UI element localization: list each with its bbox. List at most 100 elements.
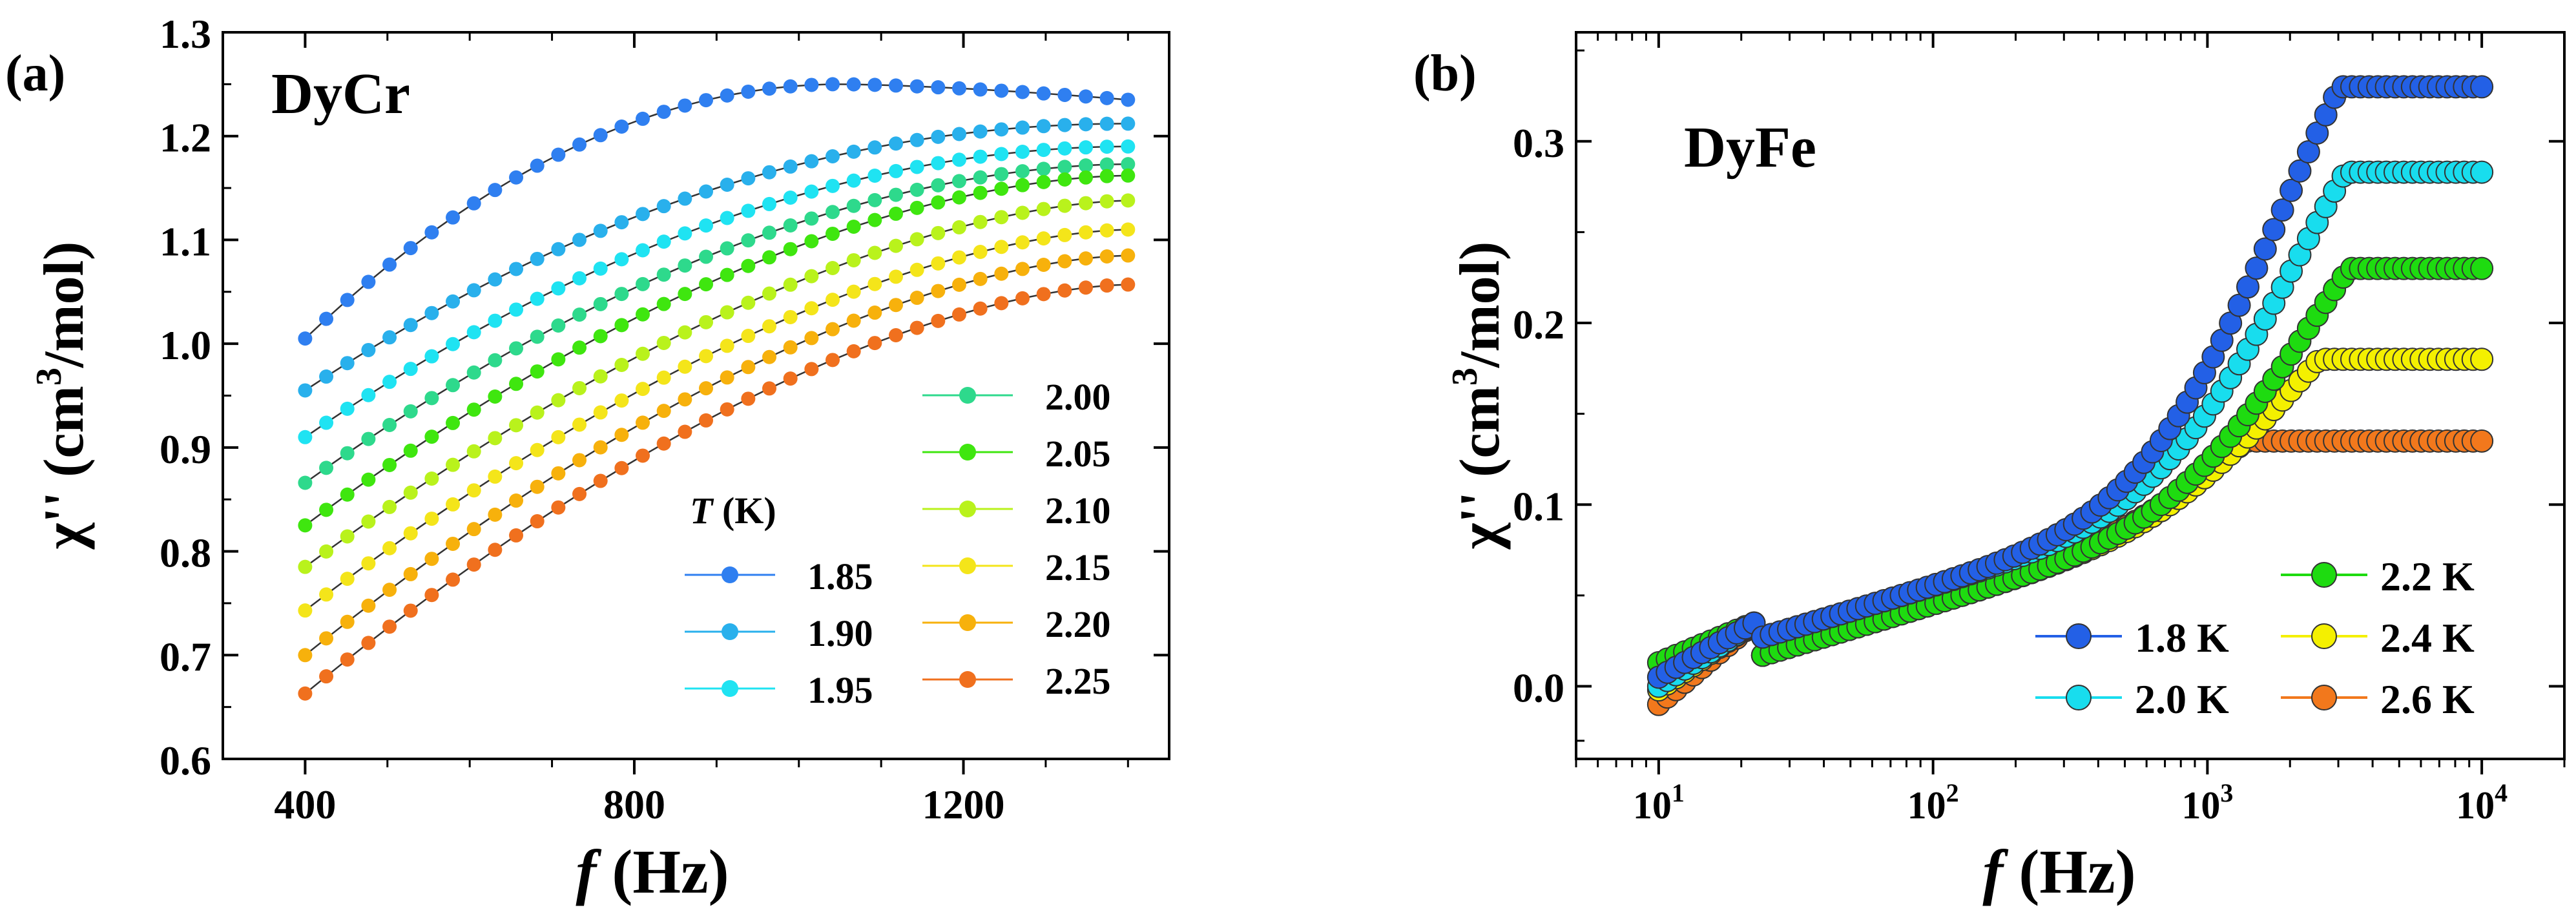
data-point	[1036, 257, 1051, 272]
data-point	[488, 431, 503, 446]
data-point	[678, 359, 692, 374]
data-point	[973, 301, 988, 316]
data-point	[909, 291, 924, 306]
data-point	[888, 187, 903, 202]
panel-a: (a) DyCr 0.6 0.7 0.8 0.9 1.0 1.1 1.2 1.3 400 800…	[5, 11, 1170, 906]
data-point	[656, 267, 671, 282]
data-point	[826, 178, 840, 193]
data-point	[826, 205, 840, 220]
data-point	[614, 357, 629, 372]
series-2.0 K	[1646, 160, 2494, 698]
data-point	[488, 507, 503, 522]
data-point	[593, 440, 608, 455]
data-point	[466, 365, 481, 380]
data-point	[804, 154, 819, 169]
data-point	[783, 309, 798, 324]
data-point	[340, 652, 355, 667]
data-point	[361, 275, 376, 289]
data-point	[867, 168, 882, 183]
legend-label: 1.90	[807, 612, 873, 654]
data-point	[466, 325, 481, 340]
data-point	[994, 240, 1009, 254]
data-point	[931, 178, 946, 192]
data-point	[466, 557, 481, 572]
data-point	[551, 242, 566, 256]
data-point	[1078, 280, 1093, 295]
data-point	[424, 225, 439, 240]
data-point	[931, 156, 946, 171]
data-point	[403, 603, 418, 618]
data-point	[509, 528, 524, 543]
data-point	[909, 232, 924, 247]
data-point	[2296, 140, 2320, 164]
data-point	[2236, 275, 2259, 299]
y-tick-label: 0.9	[160, 426, 211, 472]
data-point	[951, 152, 966, 167]
data-point	[2470, 256, 2494, 280]
data-point	[888, 298, 903, 313]
data-point	[1036, 86, 1051, 101]
data-point	[1015, 120, 1030, 135]
data-point	[826, 293, 840, 307]
data-point	[994, 266, 1009, 281]
data-point	[319, 587, 334, 602]
panel-a-y-axis: 0.6 0.7 0.8 0.9 1.0 1.1 1.2 1.3	[160, 11, 1169, 783]
series-line	[304, 145, 1128, 438]
data-point	[509, 302, 524, 317]
data-point	[530, 158, 545, 173]
data-point	[867, 140, 882, 155]
data-point	[593, 296, 608, 311]
data-point	[382, 619, 397, 634]
data-point	[804, 211, 819, 226]
data-point	[424, 349, 439, 364]
panel-b: (b) DyFe 0.0 0.1 0.2 0.3 101 102 103 104 1.8 K…	[1413, 31, 2566, 906]
data-point	[2470, 429, 2494, 453]
data-point	[361, 636, 376, 650]
data-point	[488, 353, 503, 368]
series-1.85	[298, 77, 1136, 346]
y-tick-label: 0.6	[160, 738, 211, 783]
data-point	[783, 159, 798, 174]
data-point	[762, 196, 777, 211]
data-point	[826, 322, 840, 337]
data-point	[530, 514, 545, 529]
x-tick-label: 101	[1633, 778, 1685, 827]
data-point	[1078, 89, 1093, 104]
data-point	[804, 269, 819, 284]
series-2.10	[298, 193, 1136, 574]
data-point	[1121, 248, 1136, 263]
data-point	[762, 250, 777, 265]
data-point	[1121, 116, 1136, 131]
data-point	[762, 225, 777, 240]
data-point	[720, 211, 734, 225]
series-line	[304, 83, 1128, 340]
data-point	[636, 276, 650, 291]
data-point	[403, 362, 418, 377]
data-point	[636, 207, 650, 222]
data-point	[466, 402, 481, 417]
data-point	[973, 149, 988, 164]
data-point	[931, 284, 946, 298]
data-point	[1078, 225, 1093, 240]
legend-marker	[959, 557, 976, 574]
data-point	[2470, 160, 2494, 184]
data-point	[1078, 117, 1093, 132]
data-point	[1057, 283, 1072, 298]
data-point	[699, 93, 714, 108]
data-point	[551, 352, 566, 367]
data-point	[424, 552, 439, 566]
data-point	[466, 483, 481, 498]
data-point	[951, 250, 966, 265]
data-point	[909, 262, 924, 277]
x-tick-label: 800	[603, 782, 665, 827]
data-point	[656, 370, 671, 385]
data-point	[403, 443, 418, 458]
data-point	[466, 522, 481, 537]
data-point	[446, 572, 461, 587]
data-point	[1015, 85, 1030, 99]
data-point	[340, 487, 355, 502]
data-point	[340, 293, 355, 307]
data-point	[636, 382, 650, 397]
data-point	[762, 165, 777, 180]
data-point	[636, 111, 650, 126]
